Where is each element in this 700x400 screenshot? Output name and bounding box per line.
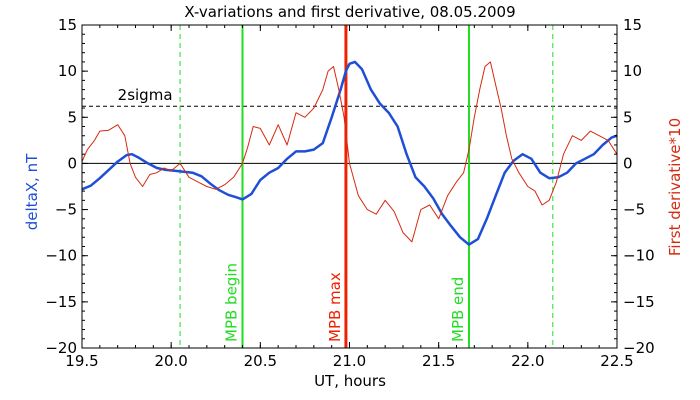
- series-derivative: [81, 61, 618, 243]
- y-tick-label-right: 5: [623, 108, 633, 126]
- x-tick-label: 20.5: [244, 352, 277, 370]
- x-tick-label: 21.5: [422, 352, 455, 370]
- y-tick-label-left: 5: [67, 108, 77, 126]
- x-tick-label: 22.0: [511, 352, 544, 370]
- y-tick-label-left: −15: [45, 293, 77, 311]
- y-tick-label-left: 15: [58, 16, 77, 34]
- x-tick-label: 22.5: [600, 352, 633, 370]
- y-tick-label-right: −10: [623, 247, 655, 265]
- plot-content: 2sigma MPB begin MPB max MPB end: [81, 25, 618, 348]
- y-tick-label-right: 10: [623, 62, 642, 80]
- y-tick-label-left: 0: [67, 154, 77, 172]
- vline-label-mpb-begin: MPB begin: [223, 263, 241, 342]
- x-axis-title: UT, hours: [314, 372, 386, 390]
- x-tick-label: 21.0: [333, 352, 366, 370]
- chart-title: X-variations and first derivative, 08.05…: [184, 3, 515, 21]
- x-tick-label: 19.5: [65, 352, 98, 370]
- y-tick-label-left: 10: [58, 62, 77, 80]
- y-tick-label-left: −5: [55, 201, 77, 219]
- y-tick-label-right: −15: [623, 293, 655, 311]
- y-tick-label-right: 15: [623, 16, 642, 34]
- x-tick-label: 20.0: [154, 352, 187, 370]
- y-axis-right-title: First derivative*10: [666, 118, 684, 256]
- vline-label-mpb-end: MPB end: [449, 277, 467, 342]
- y-tick-label-left: −10: [45, 247, 77, 265]
- y-tick-label-right: −20: [623, 339, 655, 357]
- y-tick-label-right: −5: [623, 201, 645, 219]
- axis-ticks: 19.5 20.0 20.5 21.0 21.5 22.0 22.5 15 15 10 10 5 5 0 0…: [45, 16, 654, 370]
- threshold-label: 2sigma: [118, 86, 173, 104]
- y-tick-label-left: −20: [45, 339, 77, 357]
- y-tick-label-right: 0: [623, 154, 633, 172]
- y-axis-left-title: deltaX, nT: [23, 153, 41, 230]
- vline-label-mpb-max: MPB max: [326, 272, 344, 342]
